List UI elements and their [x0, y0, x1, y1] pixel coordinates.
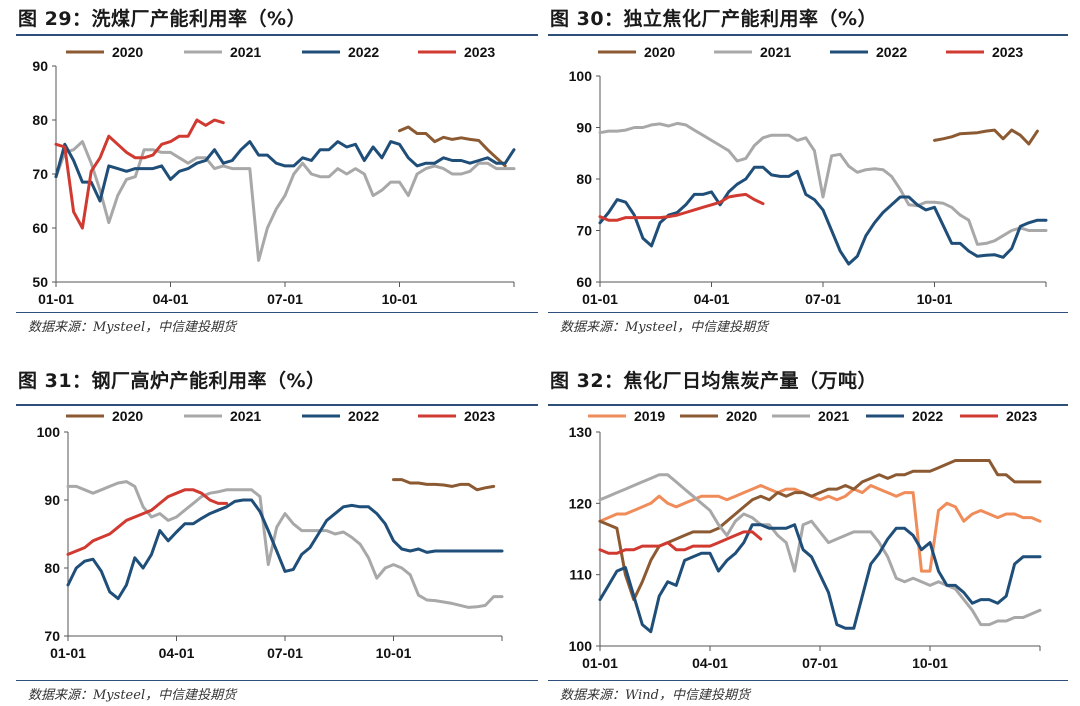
- legend-label-2022: 2022: [912, 408, 943, 424]
- x-tick-label: 10-01: [382, 291, 418, 307]
- y-tick-label: 100: [569, 68, 593, 84]
- legend-label-2021: 2021: [818, 408, 849, 424]
- x-tick-label: 07-01: [802, 655, 838, 671]
- legend-label-2021: 2021: [230, 408, 261, 424]
- y-tick-label: 60: [576, 274, 592, 290]
- y-tick-label: 90: [32, 58, 48, 74]
- x-tick-label: 10-01: [912, 655, 948, 671]
- series-line-2021: [598, 473, 1042, 627]
- series-line-2022: [598, 165, 1048, 266]
- x-tick-label: 01-01: [582, 655, 618, 671]
- x-tick-label: 10-01: [376, 645, 412, 661]
- y-tick-label: 80: [44, 560, 60, 576]
- legend-label-2021: 2021: [760, 44, 791, 60]
- data-source: 数据来源：Mysteel，中信建投期货: [560, 320, 769, 335]
- x-tick-label: 01-01: [50, 645, 86, 661]
- y-tick-label: 70: [576, 223, 592, 239]
- chart-title: 图 32：焦化厂日均焦炭产量（万吨）: [550, 370, 878, 392]
- x-tick-label: 04-01: [694, 291, 730, 307]
- line-chart-31: 70 80 90 100 01-01 04-01 07-01 10-01 2020 2021 202…: [37, 408, 504, 661]
- legend-label-2023: 2023: [992, 44, 1023, 60]
- x-tick-label: 01-01: [38, 291, 74, 307]
- line-chart-29: 50 60 70 80 90 01-01 04-01 07-01 10-01 2020 2021 20…: [32, 44, 516, 307]
- title-rule: [16, 34, 538, 36]
- line-chart-32: 100 110 120 130 01-01 04-01 07-01 10-01 2019 2020…: [569, 408, 1042, 671]
- title-rule: [548, 404, 1068, 406]
- legend-label-2022: 2022: [348, 408, 379, 424]
- y-tick-label: 130: [569, 424, 593, 440]
- x-tick-label: 10-01: [917, 291, 953, 307]
- x-tick-label: 07-01: [805, 291, 841, 307]
- series-line-2023: [598, 530, 763, 555]
- legend-label-2020: 2020: [644, 44, 675, 60]
- x-tick-label: 07-01: [267, 291, 303, 307]
- series-line-2020: [933, 128, 1039, 146]
- title-rule: [16, 404, 538, 406]
- legend-label-2022: 2022: [876, 44, 907, 60]
- y-tick-label: 120: [569, 495, 593, 511]
- bottom-rule: [548, 680, 1068, 681]
- data-source: 数据来源：Wind，中信建投期货: [560, 688, 750, 703]
- chart-panel-31: 图 31：钢厂高炉产能利用率（%） 70 80 90 100 01-01 04-01 07-…: [16, 366, 538, 704]
- y-tick-label: 50: [32, 274, 48, 290]
- chart-panel-30: 图 30：独立焦化厂产能利用率（%） 60 70 80 90 100 01-01 04-01…: [548, 4, 1068, 344]
- chart-panel-29: 图 29：洗煤厂产能利用率（%） 50 60 70 80 90 01-01 04-01 07-…: [16, 4, 538, 344]
- title-rule: [548, 34, 1068, 36]
- series-line-2022: [54, 140, 516, 203]
- x-tick-label: 01-01: [582, 291, 618, 307]
- series-line-2022: [66, 498, 504, 601]
- legend-label-2019: 2019: [634, 408, 665, 424]
- series-line-2019: [598, 484, 1042, 573]
- legend-label-2020: 2020: [112, 44, 143, 60]
- series-line-2020: [398, 125, 507, 168]
- y-tick-label: 70: [44, 628, 60, 644]
- bottom-rule: [16, 680, 538, 681]
- series-line-2020: [392, 478, 496, 492]
- legend-label-2022: 2022: [348, 44, 379, 60]
- y-tick-label: 60: [32, 220, 48, 236]
- series-line-2022: [598, 523, 1042, 634]
- series-line-2023: [54, 118, 225, 230]
- series-line-2023: [66, 488, 229, 556]
- bottom-rule: [548, 312, 1068, 313]
- series-line-2021: [54, 140, 516, 262]
- x-tick-label: 04-01: [692, 655, 728, 671]
- legend-label-2023: 2023: [464, 44, 495, 60]
- chart-title: 图 31：钢厂高炉产能利用率（%）: [18, 370, 326, 392]
- chart-panel-32: 图 32：焦化厂日均焦炭产量（万吨） 100 110 120 130 01-01 04-0…: [548, 366, 1068, 704]
- y-tick-label: 90: [44, 492, 60, 508]
- data-source: 数据来源：Mysteel，中信建投期货: [28, 688, 237, 703]
- series-line-2021: [66, 480, 504, 609]
- legend-label-2021: 2021: [230, 44, 261, 60]
- y-tick-label: 80: [576, 171, 592, 187]
- legend-label-2020: 2020: [726, 408, 757, 424]
- x-tick-label: 04-01: [159, 645, 195, 661]
- series-line-2021: [598, 121, 1048, 246]
- y-tick-label: 70: [32, 166, 48, 182]
- x-tick-label: 04-01: [153, 291, 189, 307]
- y-tick-label: 100: [569, 638, 593, 654]
- data-source: 数据来源：Mysteel，中信建投期货: [28, 320, 237, 335]
- series-line-2023: [598, 192, 765, 222]
- series-line-2020: [598, 459, 1042, 602]
- legend-label-2020: 2020: [112, 408, 143, 424]
- legend-label-2023: 2023: [1006, 408, 1037, 424]
- chart-title: 图 29：洗煤厂产能利用率（%）: [18, 8, 307, 30]
- line-chart-30: 60 70 80 90 100 01-01 04-01 07-01 10-01 2020 2021 2…: [569, 44, 1048, 307]
- y-tick-label: 110: [569, 567, 592, 583]
- x-tick-label: 07-01: [267, 645, 303, 661]
- y-tick-label: 80: [32, 112, 48, 128]
- bottom-rule: [16, 312, 538, 313]
- y-tick-label: 100: [37, 424, 61, 440]
- legend-label-2023: 2023: [464, 408, 495, 424]
- chart-title: 图 30：独立焦化厂产能利用率（%）: [550, 8, 878, 30]
- y-tick-label: 90: [576, 120, 592, 136]
